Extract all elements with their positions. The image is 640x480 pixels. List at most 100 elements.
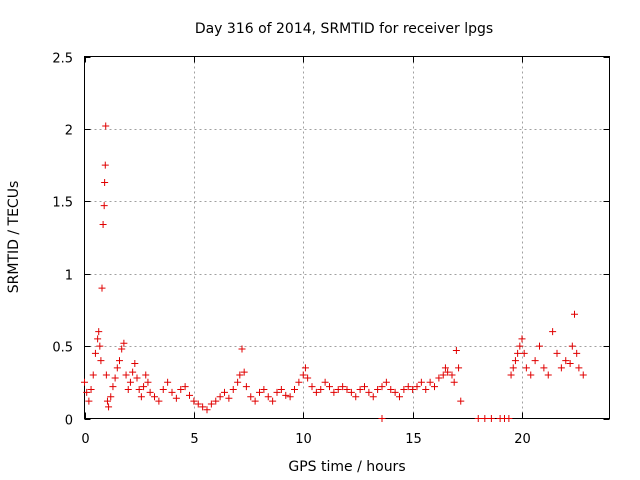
data-point	[509, 364, 517, 372]
x-tick-label: 10	[295, 432, 312, 447]
data-point	[457, 397, 465, 405]
data-point	[247, 393, 255, 401]
data-point	[474, 415, 482, 422]
data-point	[409, 386, 417, 394]
data-point	[400, 386, 408, 394]
x-axis-label: GPS time / hours	[288, 459, 405, 475]
data-point	[109, 383, 117, 391]
data-point	[481, 415, 489, 422]
data-point	[365, 388, 373, 396]
data-point	[103, 397, 111, 405]
x-tick-label: 15	[405, 432, 422, 447]
data-point	[264, 393, 272, 401]
data-point	[516, 342, 524, 350]
data-point	[118, 345, 126, 353]
data-point	[441, 364, 449, 372]
data-point	[387, 386, 395, 394]
data-point	[431, 383, 438, 391]
data-point	[234, 378, 242, 386]
data-point	[553, 349, 561, 357]
plot-frame	[84, 56, 610, 419]
data-point	[540, 364, 548, 372]
axis-ticks	[84, 56, 610, 420]
data-point	[361, 383, 368, 391]
data-point	[575, 364, 583, 372]
data-point	[520, 349, 528, 357]
data-point	[101, 178, 109, 186]
data-point	[135, 386, 143, 394]
data-point	[308, 383, 316, 391]
data-point	[131, 359, 139, 367]
data-point	[142, 371, 150, 379]
data-point	[102, 371, 110, 379]
data-point	[527, 371, 535, 379]
data-point	[181, 383, 189, 391]
y-tick-label: 1.5	[52, 196, 73, 211]
data-point	[164, 378, 172, 386]
data-point	[339, 383, 347, 391]
x-tick-label: 0	[81, 432, 89, 447]
data-point	[369, 393, 377, 401]
data-point	[571, 310, 578, 318]
data-point	[225, 394, 233, 402]
data-point	[330, 388, 338, 396]
data-point	[229, 386, 237, 394]
data-point	[236, 371, 244, 379]
data-point	[133, 374, 141, 382]
data-point	[194, 400, 202, 408]
data-point	[304, 374, 312, 382]
y-tick-label: 0.5	[52, 341, 73, 356]
data-point	[347, 388, 355, 396]
data-point	[221, 388, 228, 396]
data-point	[101, 161, 109, 169]
data-point	[301, 364, 309, 372]
y-axis-label: SRMTID / TECUs	[6, 181, 22, 294]
data-point	[511, 357, 519, 365]
data-point	[95, 328, 103, 336]
data-point	[422, 386, 430, 394]
data-point	[111, 374, 119, 382]
data-point	[352, 393, 360, 401]
y-tick-labels: 0 0.5 1 1.5 2 2.5	[52, 52, 73, 429]
data-point	[439, 371, 447, 379]
data-point	[573, 349, 581, 357]
data-point	[94, 335, 102, 343]
x-tick-labels: 0 5 10 15 20	[81, 432, 530, 447]
data-point	[455, 364, 463, 372]
data-point	[507, 371, 515, 379]
data-point	[212, 397, 220, 405]
data-point	[207, 400, 215, 408]
data-point	[566, 359, 574, 367]
data-point	[291, 386, 298, 394]
data-point	[435, 374, 443, 382]
data-point	[113, 364, 121, 372]
data-point	[544, 371, 552, 379]
data-point	[199, 403, 207, 411]
data-point	[378, 415, 386, 422]
data-point	[91, 349, 99, 357]
y-tick-label: 2.5	[52, 52, 73, 67]
data-point	[450, 378, 458, 386]
data-point	[536, 342, 543, 350]
data-point	[140, 383, 148, 391]
data-point	[487, 415, 495, 422]
data-point	[579, 371, 587, 379]
y-tick-label: 1	[65, 269, 73, 284]
data-point	[83, 388, 91, 396]
data-point	[203, 406, 211, 414]
data-point	[168, 388, 176, 396]
data-point	[522, 364, 530, 372]
data-point	[105, 403, 113, 411]
data-point	[448, 371, 456, 379]
data-point	[514, 349, 522, 357]
data-point	[334, 386, 342, 394]
data-point	[326, 383, 333, 391]
data-point	[107, 393, 115, 401]
chart-title: Day 316 of 2014, SRMTID for receiver lpg…	[195, 21, 493, 37]
data-point	[146, 388, 154, 396]
data-point	[155, 397, 163, 405]
data-point	[312, 388, 320, 396]
data-point	[518, 335, 526, 343]
data-point	[295, 378, 303, 386]
